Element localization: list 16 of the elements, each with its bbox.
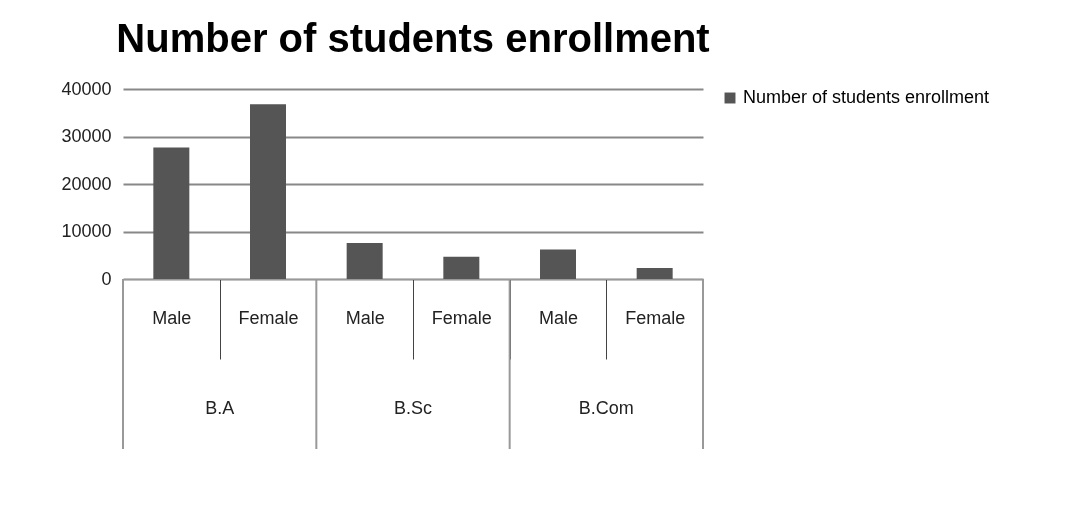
y-tick-label: 40000 [61, 78, 112, 99]
y-tick-label: 20000 [61, 173, 112, 194]
y-tick-label: 0 [101, 268, 112, 289]
text: B.Sc [393, 398, 433, 418]
y-tick-label: 30000 [61, 126, 112, 146]
x-tick-label: Male [538, 307, 579, 328]
y-tick-label: 10000 [61, 221, 112, 241]
x-tick-label: Female [238, 307, 299, 328]
x-tick-label: Female [431, 307, 492, 328]
x-tick-label: Male [345, 307, 385, 328]
chart-title: Number of students enrollment [116, 16, 710, 60]
text: B.Com [578, 398, 634, 418]
legend-label: Number of students enrollment [743, 87, 990, 107]
text: B.A [205, 398, 235, 418]
x-tick-label: Male [152, 307, 192, 328]
x-tick-label: Female [625, 307, 686, 328]
